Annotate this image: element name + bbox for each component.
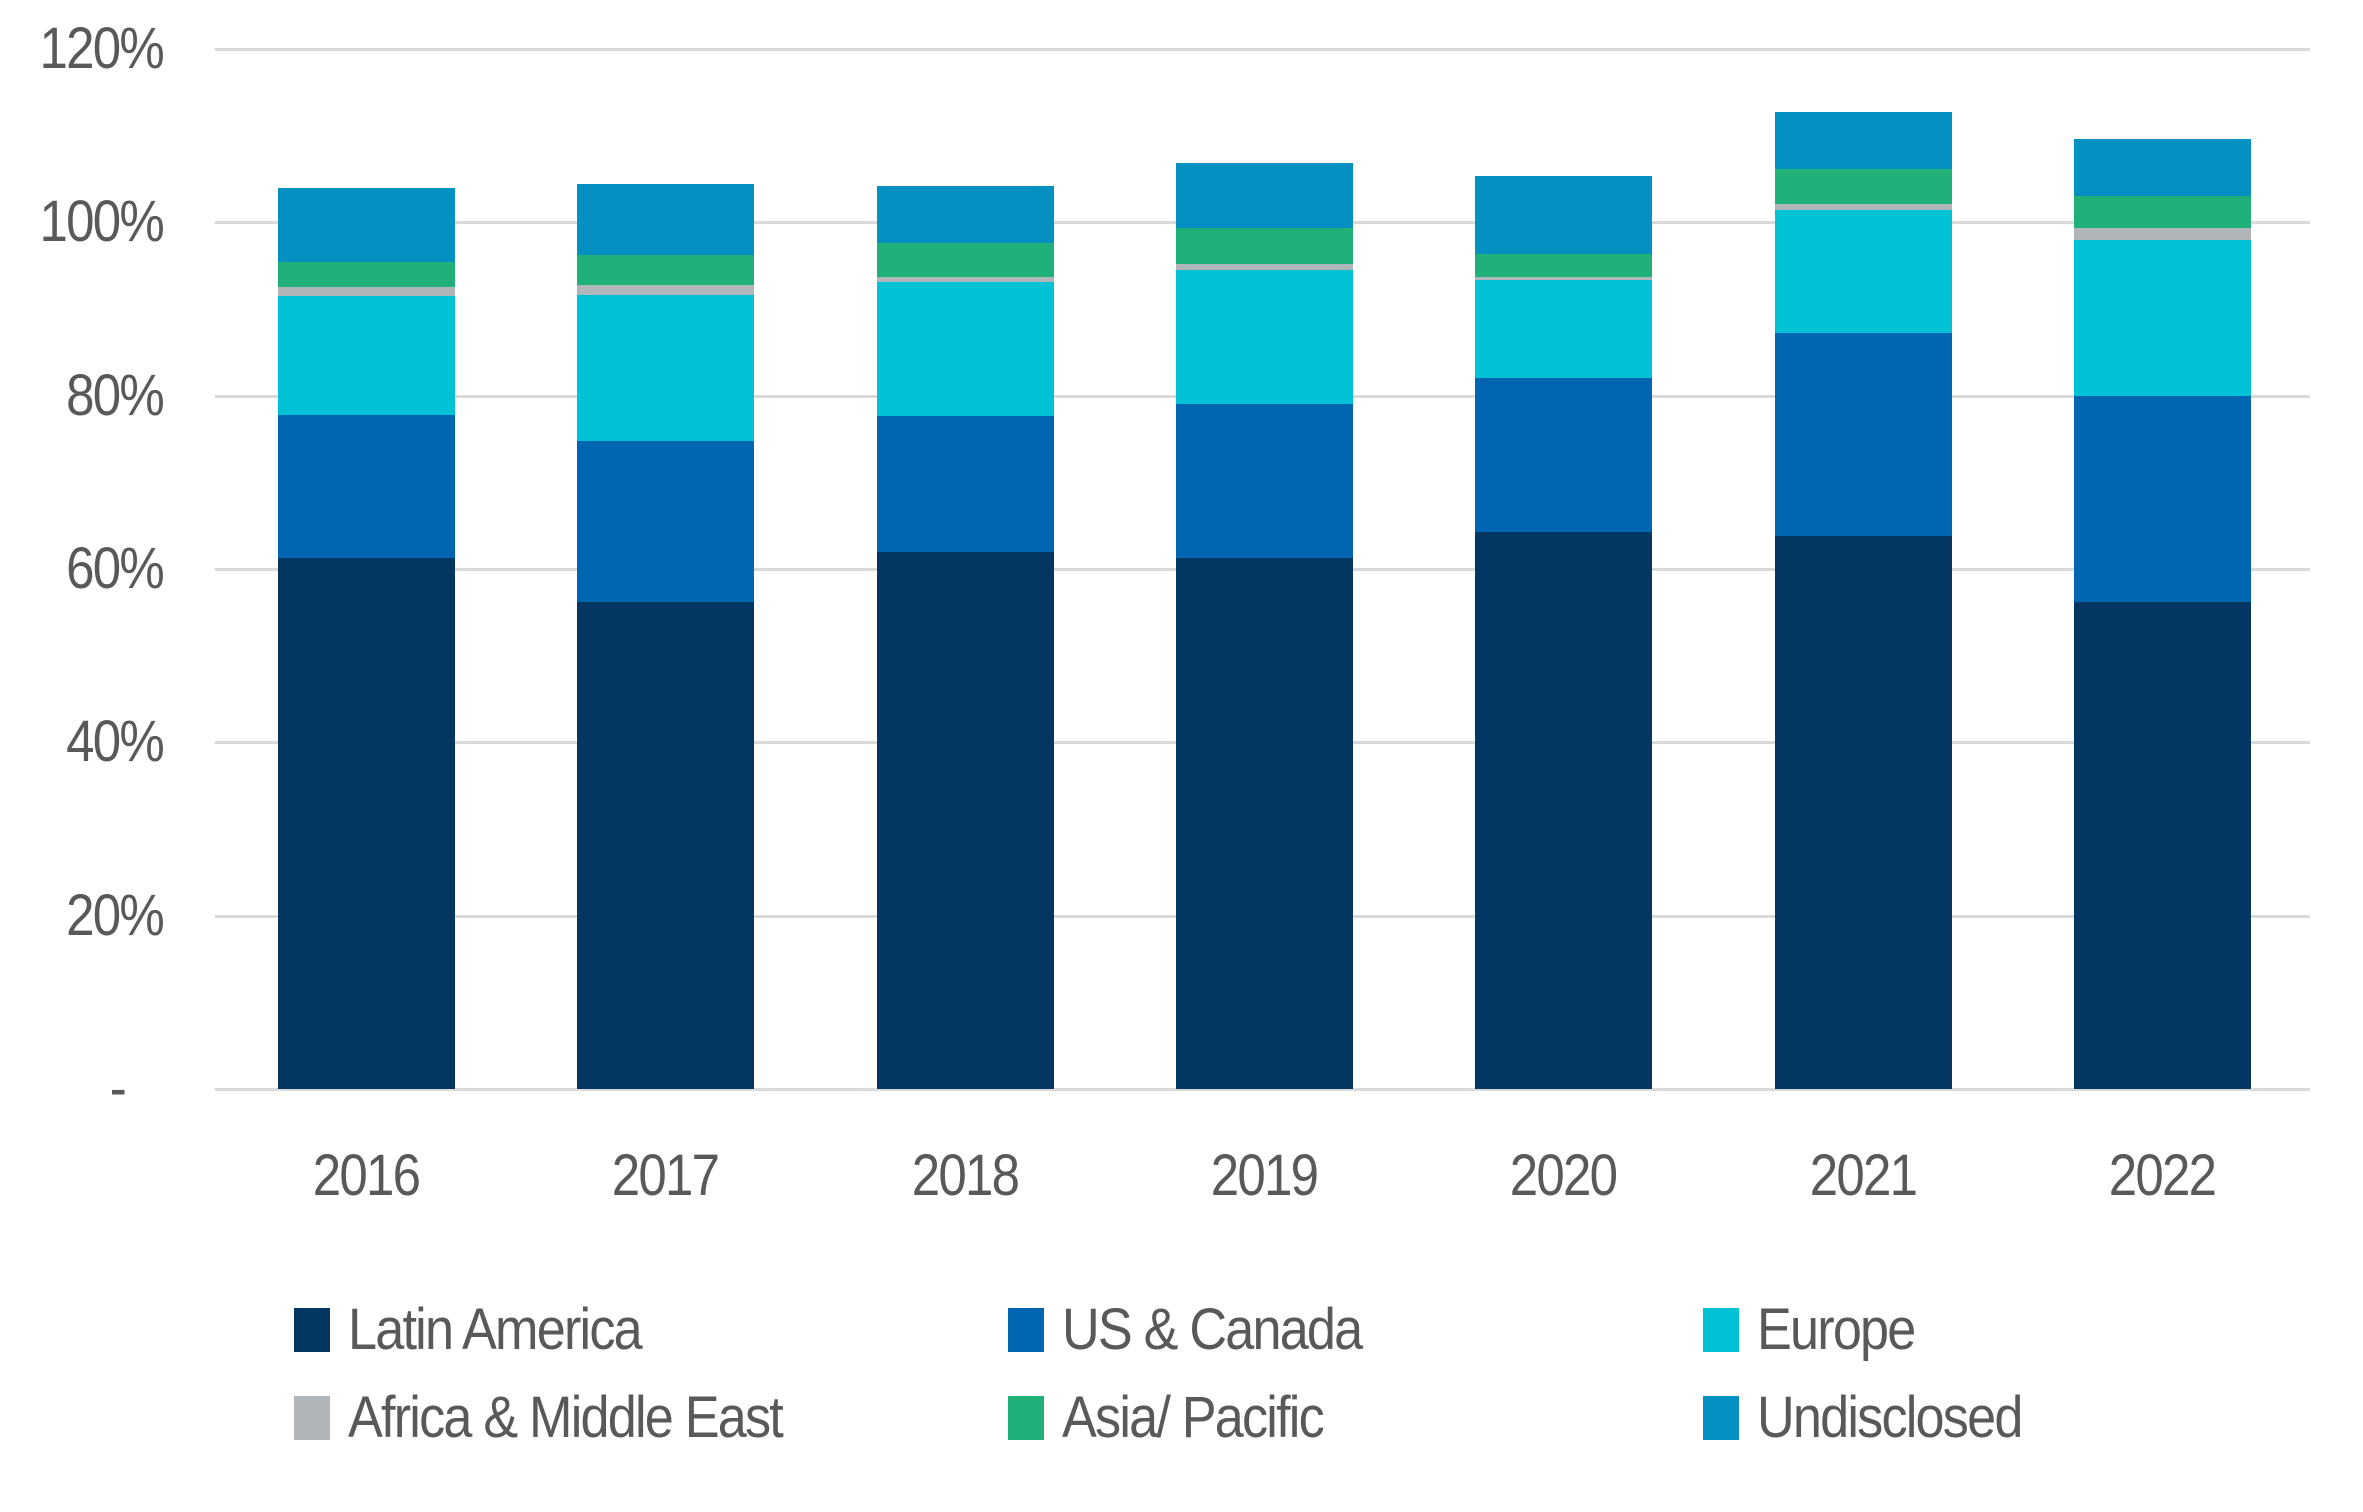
gridline-0 <box>215 1088 2310 1091</box>
bar-segment-europe-2019 <box>1175 270 1353 405</box>
legend-swatch-africa-middle-east <box>294 1396 330 1440</box>
bar-segment-us-canada-2019 <box>1175 404 1353 558</box>
bar-segment-europe-2020 <box>1474 280 1652 379</box>
legend-label-europe: Europe <box>1757 1297 1916 1362</box>
legend-label-asia-pacific: Asia/ Pacific <box>1062 1385 1325 1450</box>
bar-segment-asia-pacific-2022 <box>2073 196 2251 228</box>
y-tick-label-40: 40% <box>66 709 165 775</box>
bar-segment-asia-pacific-2020 <box>1474 253 1652 277</box>
bar-segment-us-canada-2016 <box>277 414 455 558</box>
x-tick-label-2016: 2016 <box>312 1143 421 1208</box>
bar-segment-africa-middle-east-2021 <box>1774 204 1952 211</box>
y-tick-label-100: 100% <box>39 189 164 255</box>
bar-segment-africa-middle-east-2019 <box>1175 263 1353 271</box>
bar-segment-africa-middle-east-2017 <box>576 284 754 296</box>
bar-segment-undisclosed-2021 <box>1774 112 1952 169</box>
legend-label-undisclosed: Undisclosed <box>1757 1385 2023 1450</box>
bar-2020 <box>1474 176 1652 1089</box>
bar-segment-europe-2016 <box>277 296 455 415</box>
legend-label-africa-middle-east: Africa & Middle East <box>348 1385 784 1450</box>
y-tick-label-20: 20% <box>66 882 165 948</box>
x-tick-label-2017: 2017 <box>611 1143 720 1208</box>
bar-segment-europe-2017 <box>576 295 754 441</box>
bar-segment-latin-america-2020 <box>1474 531 1652 1089</box>
bar-segment-africa-middle-east-2018 <box>876 276 1054 283</box>
bar-segment-africa-middle-east-2022 <box>2073 227 2251 240</box>
bar-2019 <box>1175 163 1353 1089</box>
legend-swatch-undisclosed <box>1703 1396 1739 1440</box>
bar-segment-us-canada-2022 <box>2073 395 2251 602</box>
bar-segment-asia-pacific-2019 <box>1175 228 1353 264</box>
bar-segment-europe-2022 <box>2073 239 2251 396</box>
legend-swatch-latin-america <box>294 1308 330 1352</box>
x-tick-label-2022: 2022 <box>2108 1143 2217 1208</box>
bar-2022 <box>2073 139 2251 1089</box>
legend-label-us-canada: US & Canada <box>1062 1297 1363 1362</box>
bar-segment-asia-pacific-2021 <box>1774 168 1952 205</box>
y-tick-label-120: 120% <box>39 16 164 81</box>
legend-item-africa-middle-east: Africa & Middle East <box>294 1389 830 1447</box>
bar-segment-europe-2021 <box>1774 210 1952 334</box>
bar-2021 <box>1774 112 1952 1089</box>
bar-segment-undisclosed-2017 <box>576 184 754 256</box>
bar-segment-us-canada-2020 <box>1474 378 1652 532</box>
bar-2017 <box>576 184 754 1089</box>
bar-segment-undisclosed-2016 <box>277 187 455 263</box>
bar-segment-asia-pacific-2016 <box>277 262 455 288</box>
x-tick-label-2020: 2020 <box>1509 1143 1618 1208</box>
bar-segment-africa-middle-east-2016 <box>277 287 455 297</box>
x-tick-label-2018: 2018 <box>911 1143 1020 1208</box>
legend-swatch-us-canada <box>1008 1308 1044 1352</box>
legend-item-undisclosed: Undisclosed <box>1703 1389 2051 1447</box>
bar-segment-undisclosed-2019 <box>1175 163 1353 229</box>
bar-segment-latin-america-2022 <box>2073 601 2251 1089</box>
bar-segment-undisclosed-2022 <box>2073 139 2251 197</box>
y-tick-label-0: - <box>109 1056 127 1121</box>
bar-2016 <box>277 187 455 1089</box>
y-tick-label-60: 60% <box>66 536 165 601</box>
legend-item-us-canada: US & Canada <box>1008 1301 1395 1359</box>
legend-swatch-asia-pacific <box>1008 1396 1044 1440</box>
legend-item-latin-america: Latin America <box>294 1301 673 1359</box>
bar-segment-europe-2018 <box>876 282 1054 417</box>
bar-segment-latin-america-2018 <box>876 551 1054 1089</box>
bar-segment-latin-america-2017 <box>576 601 754 1089</box>
bar-segment-africa-middle-east-2020 <box>1474 276 1652 281</box>
bar-segment-asia-pacific-2017 <box>576 255 754 285</box>
bar-segment-us-canada-2018 <box>876 416 1054 552</box>
x-tick-label-2019: 2019 <box>1210 1143 1319 1208</box>
bar-segment-undisclosed-2020 <box>1474 176 1652 254</box>
bar-segment-latin-america-2021 <box>1774 536 1952 1089</box>
bar-segment-us-canada-2017 <box>576 440 754 602</box>
bar-segment-undisclosed-2018 <box>876 185 1054 244</box>
bar-segment-us-canada-2021 <box>1774 333 1952 537</box>
legend-item-europe: Europe <box>1703 1301 1932 1359</box>
gridline-120 <box>215 48 2310 51</box>
bar-segment-latin-america-2019 <box>1175 557 1353 1089</box>
legend-item-asia-pacific: Asia/ Pacific <box>1008 1389 1352 1447</box>
bar-segment-latin-america-2016 <box>277 557 455 1089</box>
y-tick-label-80: 80% <box>66 362 165 428</box>
bar-segment-asia-pacific-2018 <box>876 243 1054 277</box>
legend-swatch-europe <box>1703 1308 1739 1352</box>
x-tick-label-2021: 2021 <box>1809 1143 1918 1208</box>
bar-2018 <box>876 185 1054 1089</box>
legend-label-latin-america: Latin America <box>348 1297 643 1362</box>
